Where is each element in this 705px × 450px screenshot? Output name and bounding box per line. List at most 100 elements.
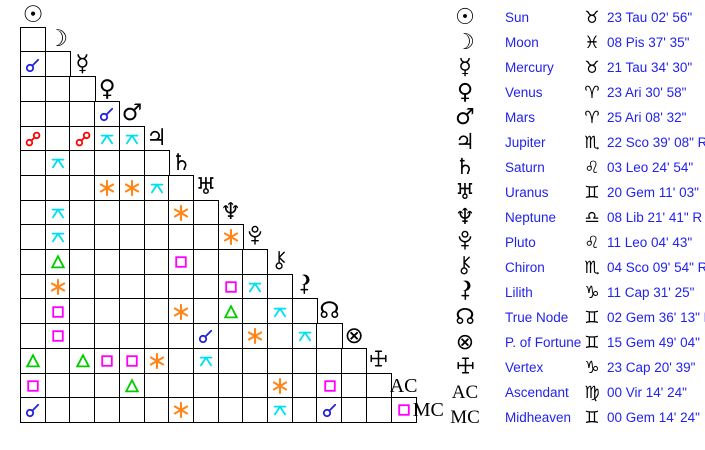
- saturn-table-icon: ♄: [448, 155, 482, 180]
- planet-row: AC Ascendant ♍ 00 Vir 14' 24": [0, 380, 705, 405]
- true-node-table-icon: ☊: [448, 305, 482, 330]
- pisces-sign-icon: ♓: [584, 32, 600, 53]
- trine-aspect-icon: [223, 303, 239, 320]
- true-node-icon: ☊: [319, 297, 340, 324]
- aspect-cell: [69, 397, 96, 424]
- vertex-icon: [370, 350, 387, 372]
- lilith-icon: [297, 273, 311, 300]
- planet-position: 03 Leo 24' 54": [607, 160, 694, 175]
- chiron-table-icon: [448, 255, 482, 280]
- planet-position: 11 Leo 04' 43": [607, 235, 693, 250]
- planet-name: Lilith: [505, 285, 533, 300]
- aspect-cell: [20, 150, 47, 177]
- aspect-cell: [168, 249, 195, 276]
- conjunction-aspect-icon: [25, 57, 41, 73]
- planet-row: ♅ Uranus ♊ 20 Gem 11' 03": [0, 180, 705, 205]
- venus-icon: ♀: [456, 79, 474, 105]
- planet-position: 15 Gem 49' 04": [607, 335, 700, 350]
- aspect-cell: [168, 224, 195, 251]
- aspect-cell: [20, 224, 47, 251]
- moon-icon: ☽: [455, 29, 475, 55]
- quincunx-aspect-icon: [297, 328, 313, 344]
- quincunx-aspect-icon: [149, 180, 165, 196]
- aspect-cell: [44, 51, 71, 78]
- jupiter-icon: ♃: [455, 129, 475, 155]
- planet-name: Pluto: [505, 235, 536, 250]
- diagonal-vertex: [366, 348, 392, 374]
- planet-position: 02 Gem 36' 13" R: [607, 310, 705, 325]
- gemini-sign-icon: ♊: [584, 407, 600, 428]
- diagonal-part-of-fortune: ⊗: [341, 323, 367, 349]
- planet-position: 25 Ari 08' 32": [607, 110, 687, 125]
- opposition-aspect-icon: [25, 131, 41, 147]
- ascendant-icon: AC: [451, 382, 479, 403]
- planet-row: Chiron ♏ 04 Sco 09' 54" R: [0, 255, 705, 280]
- quincunx-aspect-icon: [50, 229, 66, 245]
- aries-sign-icon: ♈: [584, 107, 600, 128]
- planet-row: ⊗ P. of Fortune ♊ 15 Gem 49' 04": [0, 330, 705, 355]
- conjunction-aspect-icon: [25, 402, 41, 418]
- sextile-aspect-icon: [50, 278, 66, 295]
- vertex-icon: [456, 356, 474, 379]
- planet-row: MC Midheaven ♊ 00 Gem 14' 24": [0, 405, 705, 430]
- aspect-cell: [94, 249, 121, 276]
- diagonal-mars: ♂: [119, 101, 145, 127]
- planet-row: Pluto ♌ 11 Leo 04' 43": [0, 230, 705, 255]
- planet-row: ☽ Moon ♓ 08 Pis 37' 35": [0, 30, 705, 55]
- quincunx-aspect-icon: [198, 353, 214, 369]
- planet-name: Saturn: [505, 160, 545, 175]
- diagonal-jupiter: ♃: [144, 126, 170, 152]
- diagonal-pluto: [242, 224, 268, 250]
- planet-row: ☉ Sun ♉ 23 Tau 02' 56": [0, 5, 705, 30]
- mars-icon: ♂: [121, 100, 143, 127]
- aspect-cell: [69, 249, 96, 276]
- sextile-aspect-icon: [223, 229, 239, 246]
- diagonal-mercury: ☿: [69, 51, 95, 77]
- capricorn-sign-icon: ♑: [584, 357, 600, 378]
- mars-table-icon: ♂: [448, 105, 482, 130]
- aspect-cell: [94, 397, 121, 424]
- diagonal-venus: ♀: [94, 76, 120, 102]
- part-of-fortune-icon: ⊗: [344, 322, 364, 349]
- planet-position: 23 Ari 30' 58": [607, 85, 687, 100]
- gemini-sign-icon: ♊: [584, 332, 600, 353]
- aspect-cell: [143, 249, 170, 276]
- aspect-cell: [118, 372, 145, 399]
- planet-name: Vertex: [505, 360, 544, 375]
- planet-name: Mercury: [505, 60, 554, 75]
- quincunx-aspect-icon: [247, 279, 263, 295]
- aspect-cell: [390, 397, 417, 424]
- lilith-icon: [457, 279, 472, 306]
- diagonal-midheaven: MC: [413, 397, 444, 423]
- aspect-cell: [118, 397, 145, 424]
- quincunx-aspect-icon: [272, 304, 288, 320]
- venus-icon: ♀: [98, 75, 116, 102]
- saturn-icon: ♄: [170, 149, 192, 176]
- planet-name: Midheaven: [505, 410, 572, 425]
- planet-position: 21 Tau 34' 30": [607, 60, 693, 75]
- conjunction-aspect-icon: [99, 106, 115, 122]
- aspect-cell: [217, 273, 244, 300]
- aspect-cell: [316, 323, 343, 350]
- sun-table-icon: ☉: [448, 5, 482, 30]
- aspect-grid: ☉ ☽ ☿ ♀ ♂ ♃ ♄ ♅ ♆ ☊ ⊗ AC MC: [20, 1, 444, 424]
- trine-aspect-icon: [50, 254, 66, 270]
- sextile-aspect-icon: [173, 204, 189, 221]
- planet-row: ☊ True Node ♊ 02 Gem 36' 13" R: [0, 305, 705, 330]
- planet-name: P. of Fortune: [505, 335, 582, 350]
- moon-table-icon: ☽: [448, 30, 482, 55]
- aspect-cell: [168, 347, 195, 374]
- diagonal-saturn: ♄: [168, 150, 194, 176]
- square-aspect-icon: [223, 279, 239, 295]
- planet-position: 04 Sco 09' 54" R: [607, 260, 705, 275]
- vertex-table-icon: [448, 355, 482, 380]
- quincunx-aspect-icon: [124, 131, 140, 147]
- scorpio-sign-icon: ♏: [584, 132, 600, 153]
- sun-icon: ☉: [22, 1, 44, 28]
- sextile-aspect-icon: [173, 402, 189, 419]
- libra-sign-icon: ♎: [584, 207, 600, 228]
- planet-name: Uranus: [505, 185, 549, 200]
- planet-row: Vertex ♑ 23 Cap 20' 39": [0, 355, 705, 380]
- quincunx-aspect-icon: [50, 205, 66, 221]
- saturn-icon: ♄: [455, 154, 475, 180]
